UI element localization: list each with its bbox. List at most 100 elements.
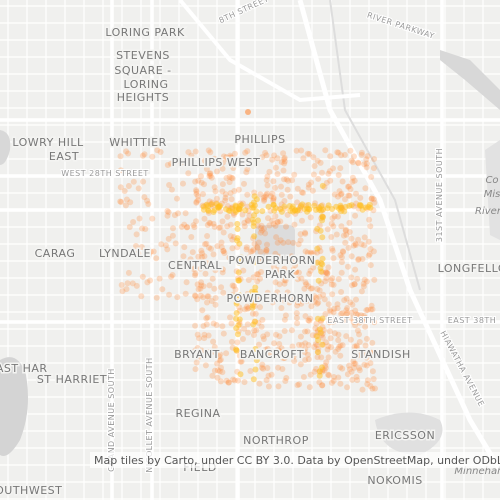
point (339, 365, 346, 372)
neighborhood-label: STEVENS (116, 49, 170, 62)
point (257, 275, 263, 282)
point (123, 196, 130, 203)
point (198, 247, 205, 254)
point (223, 154, 230, 161)
point (311, 344, 318, 350)
point (193, 359, 200, 366)
point (330, 377, 337, 384)
point (307, 371, 314, 378)
point (222, 194, 229, 201)
point (302, 340, 309, 347)
point (199, 250, 206, 257)
point (314, 225, 321, 232)
point (361, 242, 368, 249)
point (348, 309, 355, 316)
point (262, 346, 269, 353)
point (345, 244, 352, 251)
neighborhood-label: CARAG (35, 247, 76, 260)
point (367, 262, 374, 269)
point (356, 367, 363, 374)
point (207, 220, 214, 227)
point (253, 327, 260, 334)
neighborhood-label: EAST (49, 150, 79, 163)
point (265, 215, 271, 222)
neighborhood-label: EAST HAR (0, 362, 48, 375)
rail (329, 0, 421, 291)
neighborhood-label: HEIGHTS (117, 91, 169, 104)
point (278, 305, 285, 311)
point (234, 235, 241, 242)
point (198, 279, 205, 286)
point (344, 310, 351, 317)
point (260, 333, 267, 340)
point (341, 151, 348, 158)
point (241, 219, 248, 226)
point (328, 379, 335, 386)
point (241, 325, 248, 332)
point (281, 198, 288, 204)
point (281, 265, 288, 272)
point (150, 248, 157, 255)
point (250, 376, 257, 383)
point (234, 226, 241, 232)
point (348, 368, 355, 375)
neighborhood-label: BANCROFT (240, 348, 304, 361)
point (370, 248, 377, 255)
point (164, 212, 171, 219)
point (172, 240, 179, 247)
point (264, 345, 271, 352)
point (219, 369, 226, 376)
point (358, 151, 365, 158)
point (335, 331, 342, 338)
point (270, 352, 277, 359)
point (352, 212, 359, 219)
point (272, 164, 279, 171)
point (304, 328, 311, 335)
point (320, 206, 327, 213)
point (366, 216, 373, 223)
point (193, 191, 200, 197)
point (337, 380, 344, 387)
point (265, 372, 272, 379)
point (356, 319, 363, 326)
point (330, 309, 337, 316)
point (350, 358, 357, 365)
point (233, 310, 240, 316)
point (281, 160, 288, 167)
point (252, 318, 259, 325)
point (217, 356, 224, 363)
water-label: River (475, 206, 500, 217)
point (357, 194, 364, 201)
point (158, 241, 165, 248)
point (349, 376, 356, 383)
point (205, 208, 212, 214)
point (320, 291, 327, 298)
point (277, 237, 284, 244)
point (365, 252, 372, 259)
point (266, 168, 273, 175)
point (347, 299, 354, 306)
point (306, 151, 313, 157)
point (294, 320, 301, 327)
point (265, 258, 271, 265)
point (337, 202, 344, 209)
point (273, 234, 280, 241)
point (243, 244, 250, 251)
point (208, 245, 214, 252)
point (247, 248, 254, 255)
point (194, 281, 201, 288)
point (224, 213, 231, 220)
point (188, 152, 195, 159)
point (208, 298, 215, 304)
point (311, 368, 318, 375)
point (301, 349, 308, 356)
point (331, 330, 338, 337)
point (169, 232, 176, 239)
point (314, 300, 321, 307)
point (241, 180, 247, 187)
point (363, 335, 370, 342)
point (351, 364, 358, 371)
point (278, 354, 285, 361)
point (272, 279, 279, 286)
